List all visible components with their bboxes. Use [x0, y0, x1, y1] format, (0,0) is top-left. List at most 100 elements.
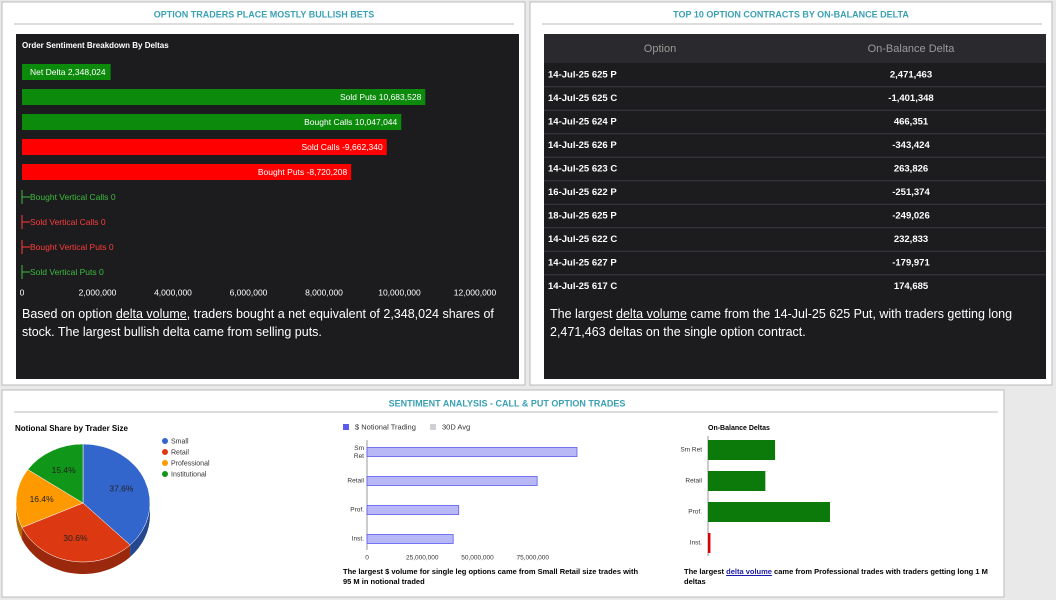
cell: -343,424	[892, 140, 930, 151]
pie-slice	[21, 502, 131, 563]
x-tick-label: 2,000,000	[79, 287, 117, 297]
chart-title: Order Sentiment Breakdown By Deltas	[22, 41, 169, 50]
cell: 14-Jul-25 617 C	[548, 281, 617, 292]
panel	[1, 389, 1005, 598]
cell: 14-Jul-25 627 P	[548, 258, 617, 269]
cell: 14-Jul-25 626 P	[548, 140, 617, 151]
bar-label: Sold Calls -9,662,340	[301, 142, 383, 152]
cell: 16-Jul-25 622 P	[548, 187, 617, 198]
value-label: 2,348,024	[68, 67, 106, 77]
panel-title: TOP 10 OPTION CONTRACTS BY ON-BALANCE DE…	[673, 9, 909, 19]
cell: 14-Jul-25 625 P	[548, 70, 617, 81]
cell: 14-Jul-25 622 C	[548, 234, 617, 245]
text: , traders bought a net equivalent of 2,3…	[22, 307, 494, 339]
panel-title: SENTIMENT ANALYSIS - CALL & PUT OPTION T…	[389, 398, 626, 408]
text: Based on option	[22, 307, 116, 321]
category: Net Delta	[30, 67, 66, 77]
legend-swatch	[343, 424, 349, 430]
slice-label: 37.6%	[109, 483, 134, 493]
slice-label: 16.4%	[30, 494, 55, 504]
x-tick-label: 75,000,000	[516, 555, 549, 562]
slice-label: 15.4%	[52, 465, 77, 475]
bar-label: Bought Vertical Calls 0	[30, 192, 116, 202]
value-label: 10,047,044	[355, 117, 398, 127]
x-tick-label: 50,000,000	[461, 555, 494, 562]
text: The largest	[550, 307, 617, 321]
bar	[366, 476, 538, 486]
text: came from Professional trades with trade…	[684, 567, 988, 586]
x-tick-label: 0	[20, 287, 25, 297]
link[interactable]: delta volume	[115, 307, 187, 321]
legend-label: Professional	[171, 460, 210, 467]
cell: 263,826	[894, 164, 928, 175]
x-tick-label: 8,000,000	[305, 287, 343, 297]
pie-side	[130, 503, 150, 557]
bar	[366, 447, 578, 457]
value-label: 10,683,528	[379, 92, 422, 102]
category: Sold Puts	[340, 92, 376, 102]
chart-title: Notional Share by Trader Size	[15, 424, 128, 433]
text: came from the 14-Jul-25 625 Put, with tr…	[550, 307, 1013, 339]
category: Sold Vertical Puts	[30, 267, 97, 277]
bar	[366, 505, 460, 515]
cell: 14-Jul-25 624 P	[548, 117, 617, 128]
slice-label: 30.6%	[63, 533, 88, 543]
y-tick-label: Prof.	[688, 509, 702, 516]
link[interactable]: delta volume	[616, 307, 687, 321]
bar	[708, 440, 776, 460]
caption: The largest delta volume came from the 1…	[550, 305, 1020, 341]
cell: 466,351	[894, 117, 929, 128]
legend-label: Institutional	[171, 471, 207, 478]
pie-side	[22, 527, 131, 574]
y-tick-label: Inst.	[690, 540, 702, 547]
cell: 2,471,463	[890, 70, 932, 81]
category: Sold Vertical Calls	[30, 217, 99, 227]
column-header: Option	[644, 43, 676, 55]
legend-swatch	[162, 449, 168, 455]
category: Bought Vertical Calls	[30, 192, 108, 202]
bar-label: Bought Calls 10,047,044	[304, 117, 397, 127]
link[interactable]: delta volume	[726, 567, 772, 576]
column-header: On-Balance Delta	[868, 43, 956, 55]
bar	[22, 139, 387, 155]
y-tick-label: Retail	[347, 478, 364, 485]
category: Bought Vertical Puts	[30, 242, 107, 252]
legend-label: Small	[171, 438, 189, 445]
value-label: 0	[101, 217, 106, 227]
x-tick-label: 10,000,000	[378, 287, 421, 297]
pie-slice	[82, 443, 151, 546]
bar	[22, 89, 426, 105]
bar-label: Net Delta 2,348,024	[30, 67, 106, 77]
cell: 18-Jul-25 625 P	[548, 211, 617, 222]
category: Bought Calls	[304, 117, 352, 127]
value-label: -9,662,340	[342, 142, 383, 152]
x-tick-label: 4,000,000	[154, 287, 192, 297]
y-tick-label: Sm Ret	[354, 445, 364, 460]
text: The largest $ volume for single leg opti…	[343, 567, 639, 586]
cell: 14-Jul-25 623 C	[548, 164, 617, 175]
legend-label: $ Notional Trading	[355, 422, 416, 431]
bar-label: Sold Puts 10,683,528	[340, 92, 422, 102]
bar	[22, 114, 402, 130]
legend-swatch	[162, 460, 168, 466]
x-tick-label: 6,000,000	[230, 287, 268, 297]
cell: 232,833	[894, 234, 928, 245]
cell: 14-Jul-25 625 C	[548, 93, 617, 104]
value-label: 0	[99, 267, 104, 277]
x-tick-label: 12,000,000	[454, 287, 497, 297]
y-tick-label: Retail	[685, 478, 702, 485]
category: Sold Calls	[301, 142, 339, 152]
legend-swatch	[162, 471, 168, 477]
y-tick-label: Sm Ret	[680, 447, 702, 454]
cell: -249,026	[892, 211, 930, 222]
bar	[366, 534, 454, 544]
value-label: -8,720,208	[307, 167, 348, 177]
bar	[708, 471, 766, 491]
table-header	[544, 34, 1046, 63]
bar	[708, 502, 830, 522]
value-label: 0	[109, 242, 114, 252]
chart-title: On-Balance Deltas	[708, 425, 770, 432]
legend-swatch	[430, 424, 436, 430]
y-tick-label: Prof.	[350, 507, 364, 514]
